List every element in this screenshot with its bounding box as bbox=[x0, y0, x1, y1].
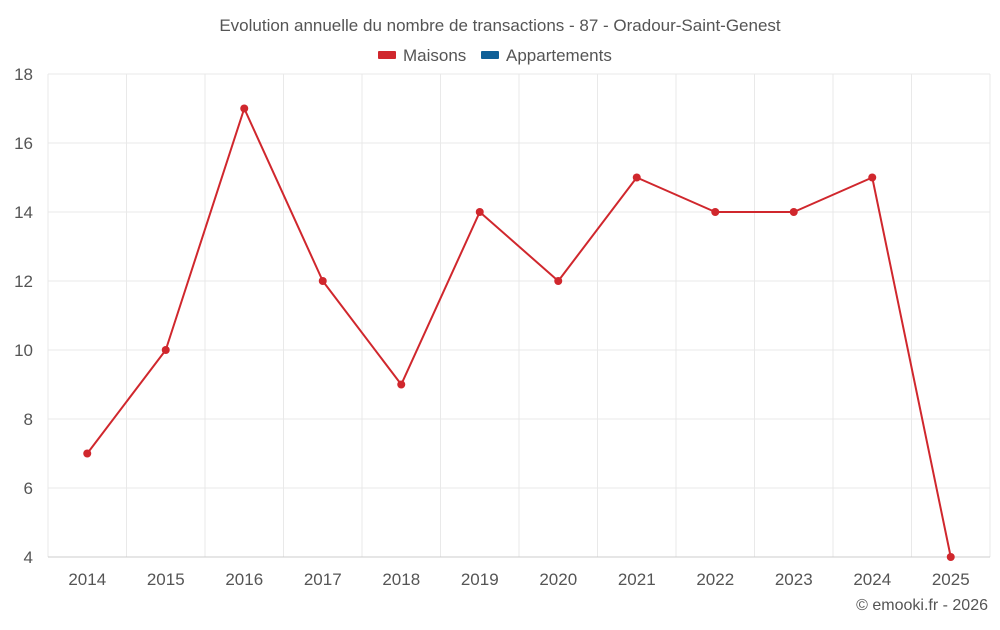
x-tick-label: 2019 bbox=[461, 570, 499, 589]
data-point[interactable] bbox=[397, 380, 406, 389]
y-tick-label: 10 bbox=[14, 341, 33, 360]
data-point[interactable] bbox=[946, 553, 955, 561]
legend: Maisons Appartements bbox=[378, 46, 612, 65]
legend-item-appartements[interactable]: Appartements bbox=[481, 46, 612, 65]
x-tick-label: 2018 bbox=[382, 570, 420, 589]
data-point[interactable] bbox=[161, 346, 170, 354]
legend-item-maisons[interactable]: Maisons bbox=[378, 46, 466, 65]
data-point[interactable] bbox=[711, 208, 720, 216]
data-point[interactable] bbox=[554, 277, 563, 285]
y-tick-label: 16 bbox=[14, 134, 33, 153]
data-point[interactable] bbox=[789, 208, 798, 216]
data-point[interactable] bbox=[83, 449, 92, 458]
x-tick-label: 2016 bbox=[225, 570, 263, 589]
x-tick-label: 2024 bbox=[853, 570, 891, 589]
y-tick-label: 4 bbox=[24, 548, 33, 567]
axes: 4 6 8 10 12 14 16 18 2014 2015 2016 2017 2018 2019 202… bbox=[14, 65, 990, 589]
data-point[interactable] bbox=[240, 104, 249, 113]
legend-label-maisons: Maisons bbox=[403, 46, 466, 65]
x-tick-label: 2025 bbox=[932, 570, 970, 589]
y-tick-label: 6 bbox=[24, 479, 33, 498]
y-tick-label: 18 bbox=[14, 65, 33, 84]
legend-label-appartements: Appartements bbox=[506, 46, 612, 65]
series-line-maisons bbox=[86, 107, 952, 558]
y-tick-label: 12 bbox=[14, 272, 33, 291]
x-tick-label: 2023 bbox=[775, 570, 813, 589]
grid bbox=[47, 73, 991, 557]
legend-swatch-appartements bbox=[481, 51, 499, 59]
x-tick-label: 2022 bbox=[696, 570, 734, 589]
x-tick-label: 2014 bbox=[68, 570, 106, 589]
x-tick-label: 2015 bbox=[147, 570, 185, 589]
data-point[interactable] bbox=[475, 208, 484, 216]
credit-text: © emooki.fr - 2026 bbox=[856, 597, 988, 614]
x-tick-label: 2017 bbox=[304, 570, 342, 589]
x-tick-label: 2021 bbox=[618, 570, 656, 589]
x-tick-label: 2020 bbox=[539, 570, 577, 589]
data-point[interactable] bbox=[318, 277, 327, 285]
series bbox=[83, 104, 955, 561]
chart-title: Evolution annuelle du nombre de transact… bbox=[219, 16, 781, 35]
y-tick-label: 14 bbox=[14, 203, 33, 222]
y-tick-label: 8 bbox=[24, 410, 33, 429]
legend-swatch-maisons bbox=[378, 51, 396, 59]
data-point[interactable] bbox=[868, 173, 877, 182]
data-point[interactable] bbox=[632, 173, 641, 182]
